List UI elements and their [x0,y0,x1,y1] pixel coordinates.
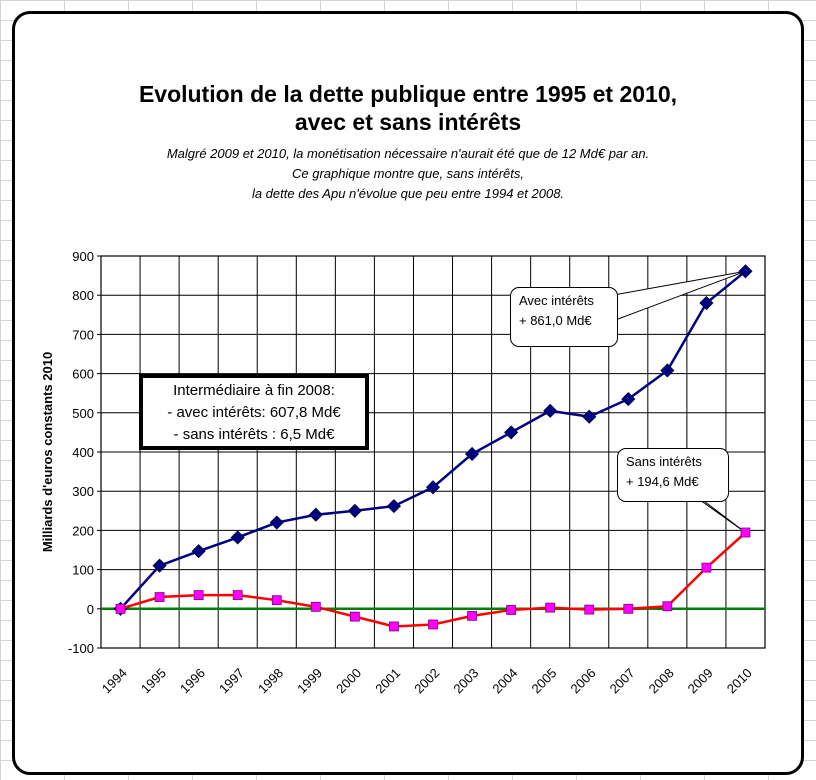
y-tick-label: 600 [72,367,94,382]
x-tick-label: 2001 [372,665,403,696]
x-tick-label: 2008 [646,665,677,696]
x-tick-label: 1996 [177,665,208,696]
data-point-sans [193,590,204,600]
annotation-sans-line-2: + 194,6 Md€ [626,474,699,489]
data-point-avec [504,425,519,440]
data-point-avec [308,507,323,522]
data-point-sans [467,610,477,621]
y-tick-label: 100 [72,563,94,578]
annotation-intermediaire: Intermédiaire à fin 2008: - avec intérêt… [139,374,369,450]
x-tick-label: 2010 [724,665,755,696]
plot-border [100,255,766,649]
data-point-sans [662,601,673,612]
data-point-avec [738,264,753,279]
data-point-sans [115,603,126,614]
y-tick-label: 300 [72,484,94,499]
x-tick-label: 1997 [216,665,247,696]
data-point-sans [349,611,360,622]
x-tick-label: 2007 [607,665,638,696]
y-tick-label: -100 [68,641,94,656]
x-tick-label: 1995 [138,665,169,696]
x-tick-label: 2005 [528,665,559,696]
x-tick-label: 2009 [685,665,716,696]
title-line-1: Evolution de la dette publique entre 199… [138,81,678,107]
annotation-sans-line-1: Sans intérêts [626,454,702,469]
intermediaire-line-3: - sans intérêts : 6,5 Md€ [173,426,335,443]
x-tick-label: 1999 [294,665,325,696]
y-tick-label: 0 [87,602,94,617]
data-point-sans [232,590,243,600]
data-point-sans [623,603,634,614]
data-point-sans [310,601,321,612]
subtitle-line-1: Malgré 2009 et 2010, la monétisation néc… [166,146,650,161]
data-point-avec [660,363,675,378]
y-tick-label: 500 [72,406,94,421]
intermediaire-line-2: - avec intérêts: 607,8 Md€ [167,404,341,421]
data-point-avec [425,480,441,495]
data-point-sans [701,562,712,573]
y-tick-label: 400 [72,445,94,460]
data-point-avec [269,515,284,530]
data-point-avec [543,403,558,418]
data-point-avec [464,446,480,462]
y-tick-label: 800 [72,288,94,303]
data-point-avec [582,409,597,424]
annotation-avec-interets: Avec intérêts + 861,0 Md€ [510,287,618,347]
data-point-avec [191,544,206,559]
data-point-sans [740,527,751,538]
intermediaire-line-1: Intermédiaire à fin 2008: [173,382,335,399]
x-tick-label: 1994 [99,665,130,696]
data-point-avec [621,392,636,407]
x-tick-label: 2004 [489,665,520,696]
subtitle-line-3: la dette des Apu n'évolue que peu entre … [251,186,565,201]
x-tick-label: 1998 [255,665,286,696]
x-tick-label: 2006 [568,665,599,696]
data-point-sans [545,602,556,613]
data-point-sans [271,595,282,606]
subtitle-line-2: Ce graphique montre que, sans intérêts, [292,166,524,181]
data-point-sans [154,592,165,602]
data-point-avec [386,499,402,514]
x-tick-label: 2003 [450,665,481,696]
chart-title: Evolution de la dette publique entre 199… [0,80,816,136]
data-point-sans [389,621,399,632]
data-point-sans [428,619,438,630]
data-point-avec [152,558,167,573]
y-tick-label: 700 [72,327,94,342]
chart-subtitle: Malgré 2009 et 2010, la monétisation néc… [0,144,816,204]
x-tick-label: 2000 [333,665,364,696]
data-point-avec [347,503,362,518]
data-point-avec [230,530,245,545]
annotation-avec-line-2: + 861,0 Md€ [519,313,592,328]
data-point-sans [506,605,517,615]
data-point-avec [699,295,714,311]
title-line-2: avec et sans intérêts [294,109,522,135]
annotation-sans-interets: Sans intérêts + 194,6 Md€ [617,448,729,502]
y-axis-label: Milliards d'euros constants 2010 [40,352,55,552]
data-point-sans [584,604,595,615]
y-tick-label: 900 [72,249,94,264]
annotation-avec-line-1: Avec intérêts [519,293,594,308]
x-tick-label: 2002 [411,665,442,696]
y-tick-label: 200 [72,523,94,538]
